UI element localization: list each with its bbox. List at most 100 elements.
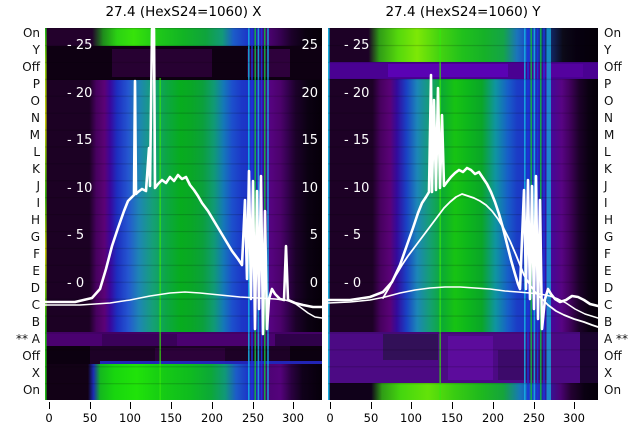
x-tick-mark: [130, 402, 131, 409]
x-tick-label: 100: [119, 411, 141, 425]
x-tick-mark: [411, 402, 412, 409]
y-tick-label: - 20: [344, 86, 369, 101]
x-tick-label: 150: [441, 411, 463, 425]
x-tick-mark: [330, 402, 331, 409]
x-tick-label: 50: [82, 411, 98, 425]
profile-line-main-x: [45, 28, 322, 336]
row-label-left: X: [31, 366, 40, 380]
x-tick-mark: [49, 402, 50, 409]
row-label-left: Off: [22, 349, 40, 363]
y-tick-label: - 5: [67, 228, 84, 243]
row-label-left: B: [31, 315, 40, 329]
row-label-right: Y: [604, 43, 612, 57]
x-tick-label: 200: [482, 411, 504, 425]
x-tick-mark: [574, 402, 575, 409]
row-label-right: G: [604, 230, 614, 244]
row-label-right: M: [604, 128, 615, 142]
x-tick-label: 200: [201, 411, 223, 425]
x-tick-mark: [293, 402, 294, 409]
x-tick-label: 100: [400, 411, 422, 425]
row-label-right: Off: [604, 349, 622, 363]
row-label-right: B: [604, 315, 613, 329]
row-label-right: On: [604, 383, 622, 397]
row-label-left: I: [36, 196, 40, 210]
row-label-left: Off: [22, 60, 40, 74]
x-tick-label: 0: [45, 411, 53, 425]
y-tick-label: - 5: [344, 228, 361, 243]
row-label-left: K: [32, 162, 40, 176]
value-labels-left-x: - 25 - 20 - 15 - 10 - 5 - 0: [67, 38, 92, 291]
x-tick-mark: [171, 402, 172, 409]
row-label-left: N: [31, 111, 40, 125]
x-tick-mark: [212, 402, 213, 409]
y-tick-label: - 0: [344, 276, 361, 291]
row-label-left: J: [36, 179, 40, 193]
heatmap-panel-x: - 25 - 20 - 15 - 10 - 5 - 0 25 20 15 10 …: [45, 28, 322, 400]
y-tick-label: 25: [301, 38, 318, 53]
y-tick-label: 15: [301, 133, 318, 148]
row-label-left: C: [31, 298, 40, 312]
row-label-left: H: [30, 213, 40, 227]
row-label-right: P: [604, 77, 612, 91]
y-tick-label: - 25: [67, 38, 92, 53]
y-tick-label: 5: [310, 228, 318, 243]
row-label-left: M: [29, 128, 40, 142]
y-tick-label: - 20: [67, 86, 92, 101]
x-tick-mark: [90, 402, 91, 409]
row-label-left: Y: [32, 43, 40, 57]
row-banding: [45, 28, 322, 400]
x-tick-label: 250: [242, 411, 264, 425]
row-label-right: E: [604, 264, 612, 278]
row-label-left: G: [30, 230, 40, 244]
row-label-right: On: [604, 26, 622, 40]
row-label-left: L: [33, 145, 40, 159]
y-tick-label: - 10: [344, 181, 369, 196]
x-tick-label: 150: [160, 411, 182, 425]
row-label-right: A **: [604, 332, 629, 346]
row-label-right: N: [604, 111, 613, 125]
y-tick-label: - 25: [344, 38, 369, 53]
row-label-left: On: [22, 383, 40, 397]
panel-title-x: 27.4 (HexS24=1060) X: [105, 4, 262, 20]
row-label-left: O: [30, 94, 40, 108]
row-label-right: C: [604, 298, 613, 312]
heatmap-panel-y: - 25 - 20 - 15 - 10 - 5 - 0: [328, 28, 598, 400]
x-tick-mark: [253, 402, 254, 409]
x-tick-mark: [534, 402, 535, 409]
x-tick-label: 0: [326, 411, 334, 425]
x-tick-label: 50: [363, 411, 379, 425]
row-label-right: I: [604, 196, 608, 210]
x-tick-mark: [452, 402, 453, 409]
row-label-right: O: [604, 94, 614, 108]
row-label-right: J: [604, 179, 608, 193]
x-tick-mark: [493, 402, 494, 409]
row-label-right: X: [604, 366, 613, 380]
x-tick-mark: [371, 402, 372, 409]
row-label-right: D: [604, 281, 614, 295]
row-label-left: D: [30, 281, 40, 295]
value-labels-right-x: 25 20 15 10 5 0: [301, 38, 318, 291]
y-tick-label: 20: [301, 86, 318, 101]
row-label-left: On: [22, 26, 40, 40]
panel-title-y: 27.4 (HexS24=1060) Y: [385, 4, 541, 20]
y-tick-label: 0: [310, 276, 318, 291]
y-tick-label: - 0: [67, 276, 84, 291]
row-banding: [328, 28, 598, 400]
row-label-left: E: [32, 264, 40, 278]
y-tick-label: - 15: [344, 133, 369, 148]
profile-line-reference-y: [328, 286, 598, 319]
value-labels-left-y: - 25 - 20 - 15 - 10 - 5 - 0: [344, 38, 369, 291]
row-label-left: ** A: [15, 332, 40, 346]
y-tick-label: 10: [301, 181, 318, 196]
row-label-right: H: [604, 213, 614, 227]
profile-line-reference-x: [45, 291, 322, 319]
row-label-right: L: [604, 145, 611, 159]
row-label-left: P: [32, 77, 40, 91]
x-tick-label: 300: [282, 411, 304, 425]
row-label-right: F: [604, 247, 611, 261]
profile-line-secondary-y: [382, 193, 598, 328]
y-tick-label: - 15: [67, 133, 92, 148]
x-tick-label: 250: [523, 411, 545, 425]
row-label-right: K: [604, 162, 612, 176]
